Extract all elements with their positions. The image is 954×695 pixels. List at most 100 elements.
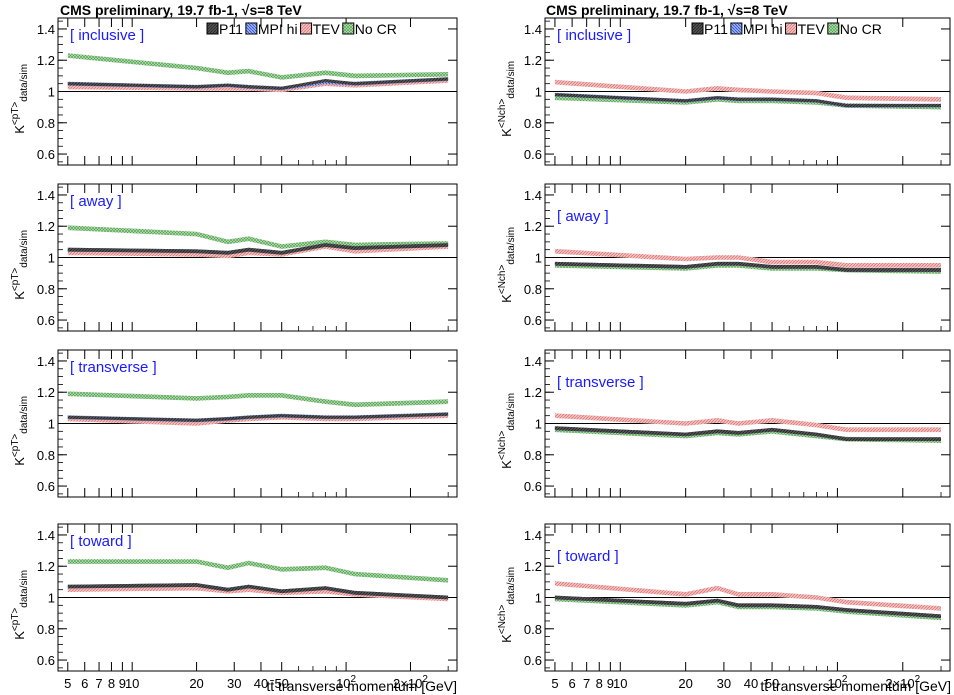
panel-pt-away: 0.6 0.8 1 1.2 1.4 K<pT>data/sim [ away ] bbox=[10, 183, 458, 332]
legend-label-p11: P11 bbox=[219, 21, 243, 37]
y-axis-label: K<Nch>data/sim bbox=[497, 227, 517, 303]
band-p11 bbox=[67, 412, 449, 422]
y-tick-label: 0.6 bbox=[524, 479, 542, 494]
legend-swatch-no-cr bbox=[342, 22, 355, 35]
x-tick-label: 50 bbox=[765, 676, 779, 691]
panel-nch-away: 0.6 0.8 1 1.2 1.4 K<Nch>data/sim [ away ] bbox=[497, 183, 951, 332]
y-tick-label: 0.8 bbox=[524, 622, 542, 637]
band-tev bbox=[67, 413, 449, 426]
x-tick-label: 102 bbox=[336, 674, 356, 691]
y-tick-label: 1 bbox=[48, 251, 55, 266]
x-tick-label: 20 bbox=[189, 676, 203, 691]
legend-label-no-cr: No CR bbox=[840, 21, 882, 37]
band-tev bbox=[67, 78, 449, 93]
legend-swatch-tev bbox=[785, 22, 798, 35]
band-tev bbox=[554, 79, 941, 102]
left-title-text: CMS preliminary, 19.7 fb-1, √s=8 TeV bbox=[60, 2, 302, 18]
legend-swatch-p11 bbox=[691, 22, 704, 35]
y-tick-label: 1 bbox=[535, 591, 542, 606]
y-tick-label: 1 bbox=[535, 85, 542, 100]
legend-label-tev: TEV bbox=[798, 21, 826, 37]
y-tick-label: 0.6 bbox=[37, 653, 55, 668]
y-tick-label: 1.2 bbox=[37, 53, 55, 68]
band-p11 bbox=[554, 261, 941, 272]
band-p11 bbox=[67, 583, 449, 600]
region-label: [ toward ] bbox=[70, 533, 132, 550]
x-tick-label: 2×102 bbox=[393, 674, 428, 691]
legend-swatch-p11 bbox=[206, 22, 219, 35]
x-tick-label: 2×102 bbox=[885, 674, 920, 691]
band-no-cr bbox=[67, 53, 449, 80]
y-tick-label: 1.4 bbox=[524, 354, 542, 369]
x-tick-label: 102 bbox=[827, 674, 847, 691]
x-tick-label: 7 bbox=[95, 676, 102, 691]
region-label: [ transverse ] bbox=[70, 359, 157, 376]
x-tick-label: 30 bbox=[717, 676, 731, 691]
x-tick-label: 40 bbox=[744, 676, 758, 691]
band-p11 bbox=[554, 595, 941, 619]
left-x-axis-label: tt̄ transverse momentum [GeV] bbox=[266, 678, 457, 694]
band-no-cr bbox=[67, 225, 449, 249]
panel-pt-transverse: 0.6 0.8 1 1.2 1.4 K<pT>data/sim [ transverse ] bbox=[10, 349, 458, 498]
legend-swatch-tev bbox=[300, 22, 313, 35]
x-tick-label: 7 bbox=[583, 676, 590, 691]
y-tick-label: 1.4 bbox=[37, 354, 55, 369]
y-tick-label: 0.8 bbox=[524, 282, 542, 297]
band-tev bbox=[554, 413, 941, 433]
panel-nch-transverse: 0.6 0.8 1 1.2 1.4 K<Nch>data/sim [ transverse … bbox=[497, 349, 951, 498]
legend-label-no-cr: No CR bbox=[355, 21, 397, 37]
y-tick-label: 1.2 bbox=[37, 219, 55, 234]
band-tev bbox=[67, 585, 449, 602]
region-label: [ away ] bbox=[70, 193, 122, 210]
legend-label-tev: TEV bbox=[313, 21, 341, 37]
legend-swatch-no-cr bbox=[827, 22, 840, 35]
y-tick-label: 0.6 bbox=[524, 147, 542, 162]
y-tick-label: 1.4 bbox=[37, 528, 55, 543]
y-tick-label: 0.8 bbox=[37, 622, 55, 637]
panel-pt-toward: 0.6 0.8 1 1.2 1.4 5 6 7 8 910 20 30 40 50 102 2×102 K<pT… bbox=[10, 523, 458, 691]
x-tick-label: 8 bbox=[596, 676, 603, 691]
x-tick-label: 10 bbox=[125, 676, 139, 691]
legend-swatch-mpi-hi bbox=[245, 22, 258, 35]
band-p11 bbox=[67, 243, 449, 255]
y-tick-label: 0.8 bbox=[524, 448, 542, 463]
y-tick-label: 1.4 bbox=[37, 188, 55, 203]
y-axis-label: K<Nch>data/sim bbox=[497, 393, 517, 469]
y-tick-label: 1.4 bbox=[524, 528, 542, 543]
panel-nch-toward: 0.6 0.8 1 1.2 1.4 5 6 7 8 9 10 20 30 40 50 102 2×102 K<Nc… bbox=[497, 523, 951, 691]
band-no-cr bbox=[67, 559, 449, 583]
legend-label-mpi-hi: MPI hi bbox=[258, 21, 298, 37]
x-tick-label: 10 bbox=[613, 676, 627, 691]
band-no-cr bbox=[67, 391, 449, 408]
y-tick-label: 0.6 bbox=[37, 313, 55, 328]
y-tick-label: 1.2 bbox=[524, 385, 542, 400]
panel-pt-inclusive: 0.6 0.8 1 1.2 1.4 K<pT>data/sim [ inclusive ] P… bbox=[10, 17, 458, 166]
y-axis-label: K<Nch>data/sim bbox=[497, 567, 517, 643]
y-axis-label: K<pT>data/sim bbox=[10, 570, 30, 640]
x-tick-label: 9 bbox=[607, 676, 614, 691]
y-axis-label: K<pT>data/sim bbox=[10, 64, 30, 134]
y-tick-label: 1 bbox=[535, 251, 542, 266]
y-tick-label: 1 bbox=[48, 417, 55, 432]
y-tick-label: 0.8 bbox=[37, 116, 55, 131]
band-tev bbox=[554, 248, 941, 268]
x-tick-label: 20 bbox=[678, 676, 692, 691]
y-tick-label: 1 bbox=[48, 591, 55, 606]
band-p11 bbox=[554, 426, 941, 441]
y-tick-label: 0.6 bbox=[37, 479, 55, 494]
legend-label-p11: P11 bbox=[704, 21, 728, 37]
y-tick-label: 1.4 bbox=[524, 22, 542, 37]
region-label: [ away ] bbox=[557, 208, 609, 225]
y-tick-label: 0.6 bbox=[37, 147, 55, 162]
x-tick-label: 9 bbox=[119, 676, 126, 691]
band-p11 bbox=[67, 77, 449, 90]
region-label: [ transverse ] bbox=[557, 374, 644, 391]
y-axis-label: K<pT>data/sim bbox=[10, 230, 30, 300]
x-tick-label: 40 bbox=[254, 676, 268, 691]
right-x-axis-label: tt̄ transverse momentum [GeV] bbox=[760, 678, 951, 694]
y-axis-label: K<pT>data/sim bbox=[10, 396, 30, 466]
x-tick-label: 8 bbox=[108, 676, 115, 691]
band-tev bbox=[554, 581, 941, 611]
region-label: [ toward ] bbox=[557, 548, 619, 565]
